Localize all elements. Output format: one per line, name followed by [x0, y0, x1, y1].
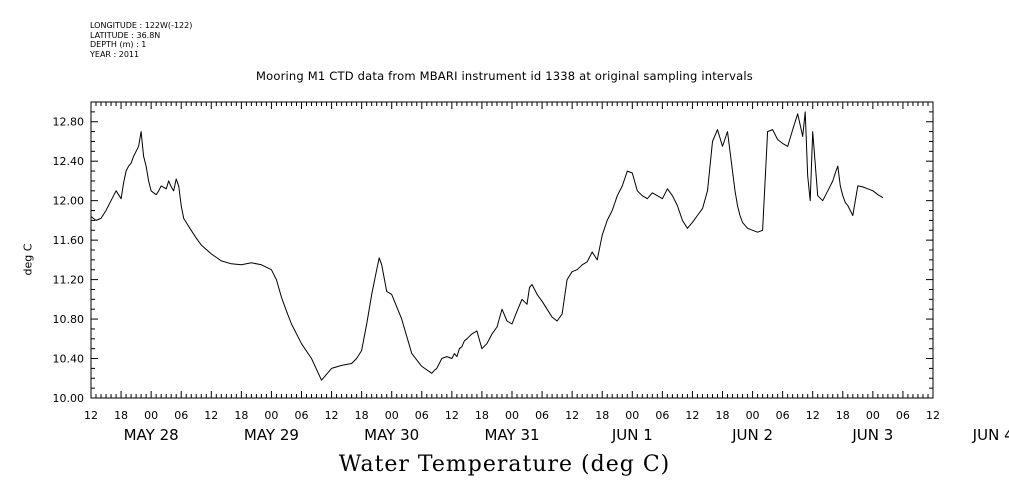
x-tick-label: 18 — [234, 409, 248, 422]
x-tick-label: 06 — [655, 409, 669, 422]
meta-latitude: LATITUDE : 36.8N — [90, 30, 161, 40]
y-tick-label: 11.20 — [53, 274, 85, 287]
meta-longitude: LONGITUDE : 122W(-122) — [90, 21, 193, 30]
x-day-label: JUN 2 — [731, 426, 773, 444]
x-tick-label: 12 — [325, 409, 339, 422]
x-tick-label: 00 — [746, 409, 760, 422]
x-tick-label: 06 — [535, 409, 549, 422]
x-tick-label: 00 — [625, 409, 639, 422]
x-tick-label: 06 — [776, 409, 790, 422]
metadata-block: LONGITUDE : 122W(-122) LATITUDE : 36.8N … — [90, 21, 192, 59]
x-day-label: JUN 3 — [851, 426, 893, 444]
x-axis: 12 18 00 06 12 18 00 06 12 18 00 06 12 18 00 06 12 18 00 06… — [84, 102, 1009, 444]
x-tick-label: 12 — [685, 409, 699, 422]
x-tick-label: 18 — [114, 409, 128, 422]
y-tick-label: 11.60 — [53, 234, 85, 247]
y-tick-label: 10.40 — [53, 353, 85, 366]
x-day-label: MAY 31 — [484, 426, 539, 444]
x-tick-label: 18 — [595, 409, 609, 422]
x-tick-label: 12 — [84, 409, 98, 422]
x-tick-label: 06 — [174, 409, 188, 422]
x-tick-label: 18 — [355, 409, 369, 422]
temperature-series-line — [90, 111, 884, 381]
x-tick-label: 06 — [415, 409, 429, 422]
x-day-label: MAY 28 — [124, 426, 179, 444]
x-tick-label: 12 — [926, 409, 940, 422]
x-tick-label: 06 — [896, 409, 910, 422]
x-tick-label: 00 — [264, 409, 278, 422]
x-tick-label: 12 — [445, 409, 459, 422]
y-axis: 10.00 10.40 10.80 11.20 11.60 12.00 12.40 12.80 — [53, 101, 933, 405]
y-tick-label: 12.00 — [53, 195, 85, 208]
series-layer — [90, 111, 884, 381]
x-tick-label: 18 — [716, 409, 730, 422]
x-tick-label: 12 — [204, 409, 218, 422]
x-tick-label: 18 — [475, 409, 489, 422]
chart-title: Mooring M1 CTD data from MBARI instrumen… — [256, 69, 753, 83]
x-day-label: JUN 1 — [611, 426, 653, 444]
meta-depth: DEPTH (m) : 1 — [90, 40, 147, 49]
y-tick-label: 12.80 — [53, 116, 85, 129]
x-axis-title: Water Temperature (deg C) — [338, 452, 671, 477]
x-tick-label: 18 — [836, 409, 850, 422]
x-tick-label: 00 — [144, 409, 158, 422]
y-tick-label: 10.00 — [53, 392, 85, 405]
y-axis-label: deg C — [21, 243, 35, 276]
x-tick-label: 00 — [385, 409, 399, 422]
x-tick-label: 06 — [295, 409, 309, 422]
x-day-label: MAY 29 — [244, 426, 299, 444]
x-tick-label: 00 — [505, 409, 519, 422]
x-day-label: JUN 4 — [972, 426, 1009, 444]
y-tick-label: 12.40 — [53, 155, 85, 168]
x-day-label: MAY 30 — [364, 426, 419, 444]
x-tick-label: 00 — [866, 409, 880, 422]
y-tick-label: 10.80 — [53, 313, 85, 326]
x-tick-label: 12 — [806, 409, 820, 422]
x-tick-label: 12 — [565, 409, 579, 422]
meta-year: YEAR : 2011 — [90, 49, 140, 59]
